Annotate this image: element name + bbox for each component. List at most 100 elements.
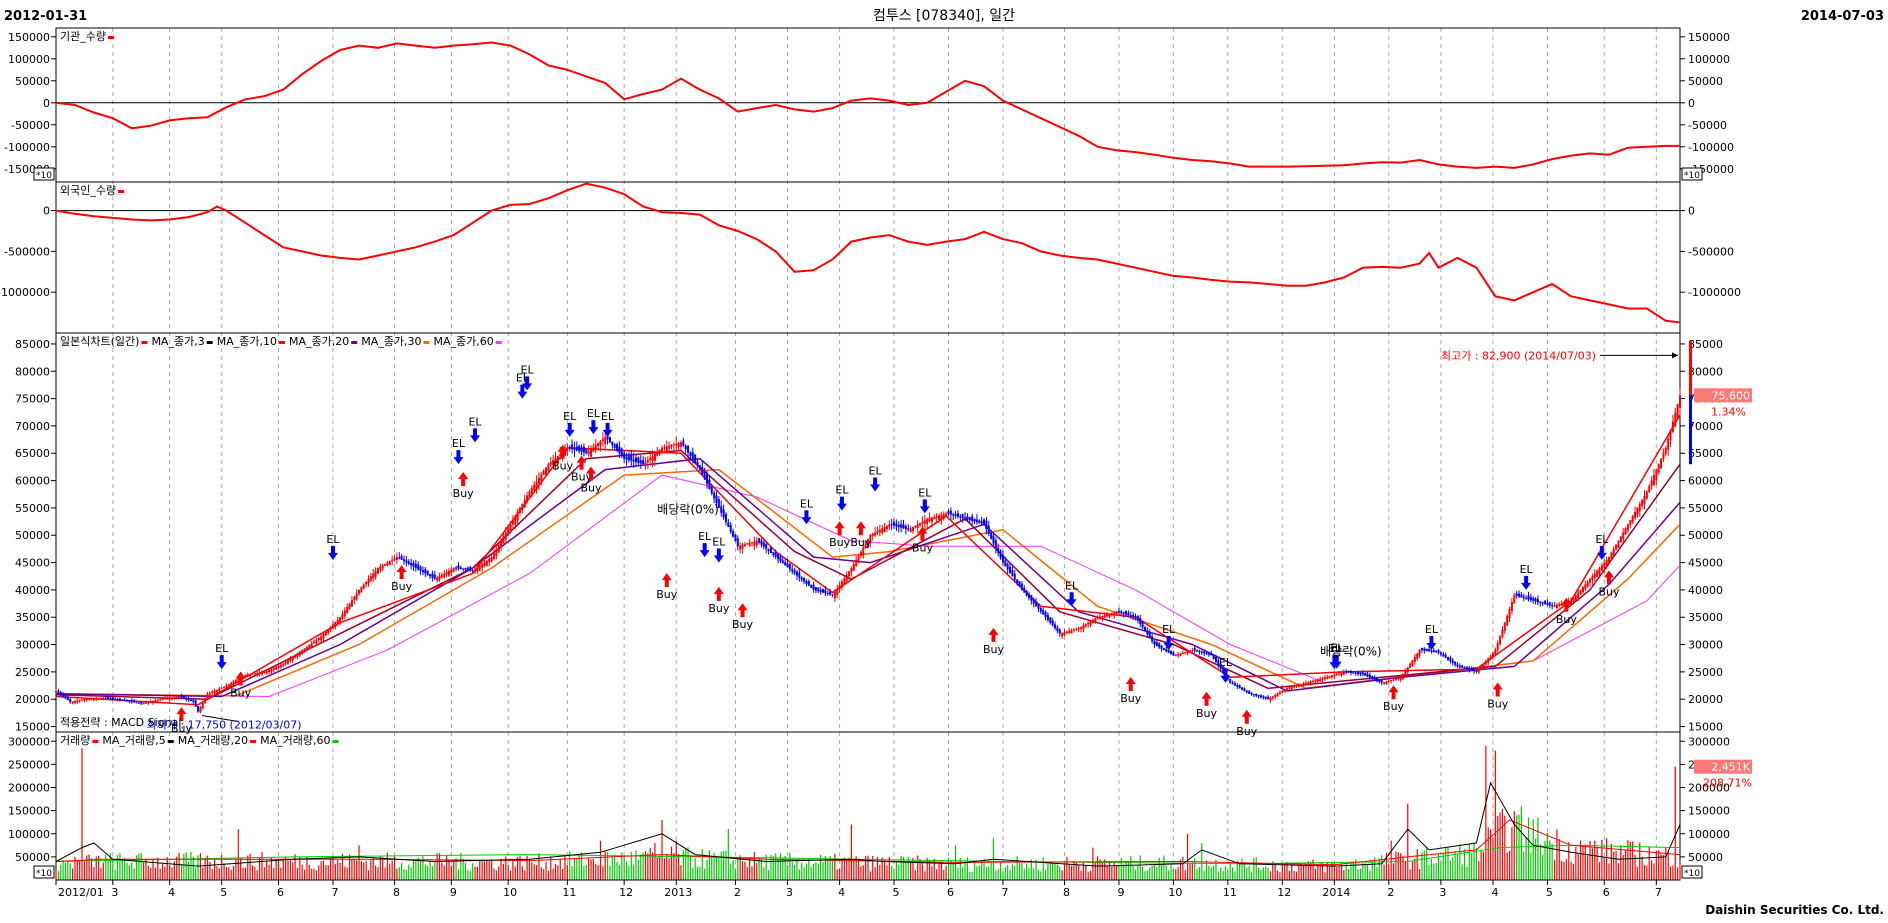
y-tick-label-right: 35000 [1688, 611, 1723, 624]
candle-body [708, 479, 711, 489]
x-tick-label: 10 [503, 886, 517, 899]
candle-body [1387, 680, 1390, 682]
candle-body [213, 690, 216, 694]
candle-body [947, 511, 950, 515]
candle-body [1101, 615, 1104, 620]
candle-body [1094, 618, 1097, 623]
candle-body [627, 454, 630, 461]
candle-body [552, 460, 555, 466]
candle-body [1108, 613, 1111, 618]
candle-body [585, 449, 588, 454]
candle-body [81, 699, 84, 701]
candle-body [563, 449, 566, 456]
candle-body [130, 700, 133, 702]
candle-body [630, 455, 633, 461]
candle-body [1435, 651, 1438, 653]
candle-body [1643, 495, 1646, 505]
candle-body [1122, 612, 1125, 614]
candle-body [104, 697, 107, 699]
candle-body [192, 700, 195, 702]
candle-body [358, 589, 361, 594]
y-tick-label-right: 50000 [1688, 529, 1723, 542]
candle-body [689, 452, 692, 456]
candle-body [774, 552, 777, 558]
candle-body [1345, 671, 1348, 673]
candle-body [1354, 672, 1357, 674]
candle-body [511, 520, 514, 525]
candle-body [1061, 632, 1064, 637]
x-tick-label: 2 [1387, 886, 1394, 899]
candle-body [1430, 650, 1433, 652]
candle-body [1626, 524, 1629, 531]
candle-body [1304, 682, 1307, 685]
candle-body [1416, 653, 1419, 659]
el-label: EL [800, 497, 814, 510]
candle-body [1132, 615, 1135, 617]
y-tick-label-right: 30000 [1688, 639, 1723, 652]
buy-arrow [1241, 709, 1252, 724]
legend-label: 기관_수량 [60, 30, 106, 43]
candle-body [826, 592, 829, 594]
candle-body [1338, 673, 1341, 675]
el-label: EL [835, 484, 849, 497]
candle-body [1264, 696, 1267, 699]
candle-body [57, 690, 60, 693]
candle-body [526, 495, 529, 502]
candle-body [163, 698, 166, 700]
candle-body [874, 532, 877, 536]
candle-body [838, 585, 841, 590]
candle-body [691, 452, 694, 460]
candle-body [1217, 660, 1220, 666]
candle-body [1177, 654, 1180, 656]
el-arrow [699, 543, 710, 558]
y-tick-label-left: 150000 [8, 31, 50, 44]
candle-body [194, 700, 197, 707]
candle-body [547, 464, 550, 472]
candle-body [1184, 652, 1187, 654]
candle-body [867, 539, 869, 548]
candle-body [426, 570, 429, 575]
candle-body [407, 561, 410, 564]
candle-body [791, 569, 794, 572]
candle-body [876, 531, 879, 533]
candle-body [604, 436, 607, 444]
candle-body [888, 524, 891, 528]
candle-body [294, 655, 297, 658]
candle-body [1049, 617, 1052, 623]
x-tick-label: 5 [220, 886, 227, 899]
candle-body [313, 641, 316, 644]
el-arrow [870, 477, 881, 492]
candle-body [1520, 594, 1523, 598]
candle-body [582, 446, 585, 453]
candle-body [187, 698, 190, 701]
candle-body [341, 613, 344, 619]
y-tick-label-right: 60000 [1688, 475, 1723, 488]
x-tick-label: 4 [838, 886, 845, 899]
candle-body [822, 588, 825, 593]
candle-body [696, 461, 699, 467]
candle-body [331, 624, 334, 629]
candle-body [926, 518, 929, 524]
last-price-badge [1694, 388, 1752, 403]
el-label: EL [1520, 563, 1534, 576]
candle-body [379, 566, 382, 571]
candle-body [1158, 643, 1161, 648]
candle-body [1117, 610, 1120, 613]
candle-body [376, 568, 379, 574]
candle-body [265, 670, 268, 673]
panel-frame-institution [55, 27, 1681, 183]
y-tick-label-left: 35000 [15, 611, 50, 624]
candle-body [1307, 682, 1310, 684]
candle-body [343, 610, 346, 617]
candle-body [985, 520, 988, 530]
candle-body [270, 668, 273, 672]
candle-body [509, 524, 512, 532]
candle-body [1503, 622, 1506, 631]
candle-body [1399, 677, 1402, 680]
candle-body [180, 695, 183, 698]
y-tick-label-left: -100000 [4, 141, 50, 154]
y-tick-label-left: 85000 [15, 338, 50, 351]
buy-label: Buy [1383, 700, 1405, 713]
candle-body [682, 440, 685, 446]
candle-body [175, 696, 178, 698]
